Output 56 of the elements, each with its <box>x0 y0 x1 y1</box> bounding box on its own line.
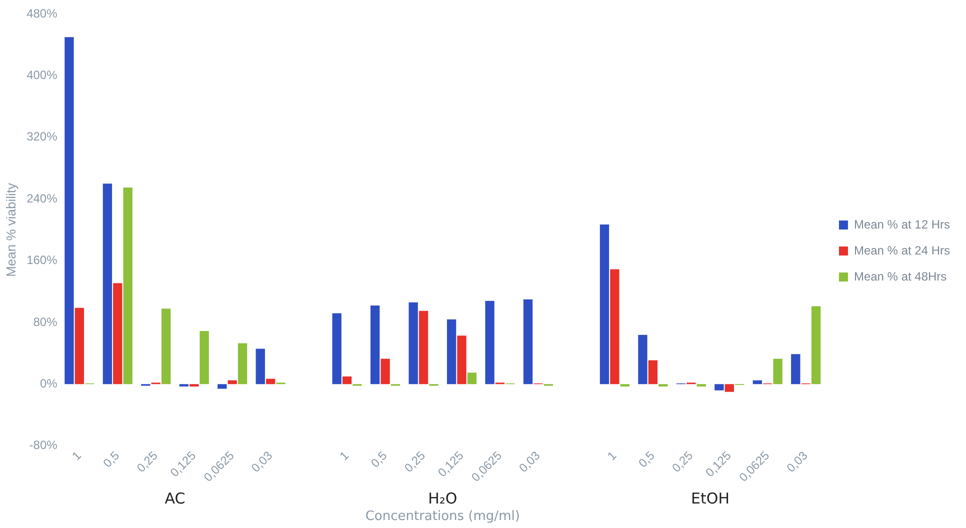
bar <box>332 313 342 384</box>
bar <box>218 384 227 389</box>
bar <box>773 358 782 384</box>
bar <box>610 269 620 384</box>
text: H₂O <box>428 489 458 508</box>
bar <box>161 308 171 384</box>
bar <box>446 319 456 384</box>
bar <box>64 37 74 384</box>
x-axis-title: Concentrations (mg/ml) <box>365 508 520 524</box>
y-tick-label: 480% <box>26 6 58 20</box>
x-tick-label: 1 <box>336 448 352 464</box>
y-tick-label: 400% <box>26 68 58 82</box>
bar <box>638 334 648 384</box>
y-tick-label: 320% <box>26 130 58 144</box>
bar <box>648 360 658 384</box>
legend-label: Mean % at 12 Hrs <box>854 217 950 232</box>
y-tick-label: 240% <box>26 191 58 206</box>
y-tick-label: 0% <box>40 376 58 390</box>
bar <box>714 384 724 390</box>
x-tick-label: 0,5 <box>100 448 122 470</box>
legend-label: Mean % at 24 Hrs <box>854 243 950 258</box>
bar <box>600 224 610 384</box>
bar <box>113 283 122 384</box>
bar <box>523 299 533 384</box>
bar <box>408 302 418 384</box>
x-tick-label: 0,03 <box>516 448 543 475</box>
bar <box>791 354 800 384</box>
text: AC <box>164 489 186 508</box>
y-tick-label: 160% <box>26 253 58 268</box>
bar <box>418 310 428 384</box>
x-tick-label: 0,5 <box>636 448 658 470</box>
y-tick-label: -80% <box>29 438 58 452</box>
bar <box>200 330 209 384</box>
legend-label: Mean % at 48Hrs <box>854 269 947 284</box>
bar <box>467 372 477 384</box>
bar <box>724 384 734 392</box>
bar <box>811 306 821 384</box>
y-axis-title: Mean % viability <box>3 182 18 277</box>
bar <box>238 343 248 384</box>
bar <box>457 336 466 384</box>
bar <box>74 308 84 384</box>
bar <box>380 358 390 384</box>
x-tick-label: 0,03 <box>784 448 811 475</box>
x-tick-label: 0,5 <box>368 448 390 470</box>
x-tick-label: 1 <box>69 448 84 464</box>
bar <box>102 184 112 384</box>
x-tick-label: 1 <box>604 448 620 464</box>
bar <box>123 188 132 384</box>
text: EtOH <box>691 489 730 508</box>
bar <box>266 378 276 384</box>
bar <box>256 348 265 384</box>
x-tick-label: 0,03 <box>248 448 276 475</box>
bar <box>370 306 380 384</box>
bar <box>485 300 494 384</box>
bar <box>342 376 352 384</box>
y-tick-label: 80% <box>33 314 58 329</box>
